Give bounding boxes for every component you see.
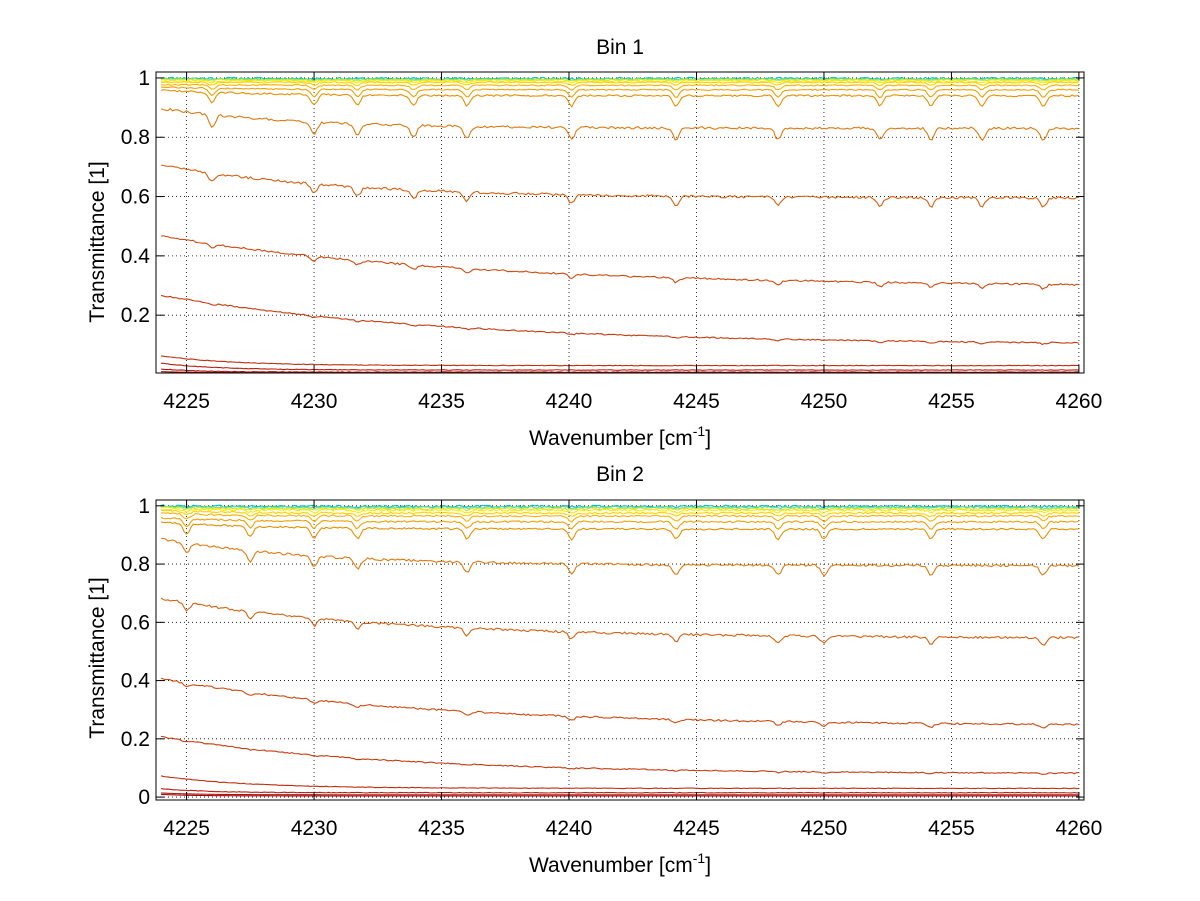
x-tick-label: 4235 (418, 390, 465, 413)
x-axis-label: Wavenumber [cm-1] (529, 423, 711, 450)
series-line-12 (160, 294, 1080, 346)
series-line-11 (160, 677, 1080, 729)
series-line-2 (160, 505, 1080, 510)
x-tick-label: 4230 (291, 390, 338, 413)
y-axis-label: Transmittance [1] (86, 161, 109, 322)
series-line-7 (161, 86, 1080, 99)
series-line-13 (161, 355, 1079, 367)
y-tick-label: 0.6 (121, 611, 150, 634)
y-tick-label: 0.8 (121, 553, 150, 576)
x-tick-label: 4235 (418, 817, 465, 840)
series-line-3 (161, 506, 1080, 512)
series-line-4 (160, 507, 1079, 514)
plot-frame (155, 71, 1085, 374)
plot-frame (155, 499, 1085, 801)
chart-title: Bin 1 (596, 36, 644, 59)
x-tick-label: 4230 (291, 817, 338, 840)
series-line-8 (160, 521, 1079, 541)
y-axis-label: Transmittance [1] (86, 577, 109, 738)
series-line-9 (160, 107, 1080, 142)
grid (156, 500, 1084, 800)
series-line-6 (161, 512, 1079, 523)
series-line-8 (160, 89, 1079, 108)
series-line-5 (160, 509, 1080, 518)
series-group (160, 76, 1080, 374)
x-tick-label: 4250 (801, 817, 848, 840)
x-axis-label-end: ] (705, 427, 711, 450)
x-tick-label: 4260 (1056, 390, 1103, 413)
series-line-9 (161, 537, 1080, 577)
x-tick-label: 4240 (546, 390, 593, 413)
y-tick-label: 1 (138, 67, 150, 90)
chart-bin-2: Bin 2 Transmittance [1] Wavenumber [cm-1… (86, 463, 1102, 877)
series-line-3 (160, 78, 1080, 83)
x-tick-label: 4260 (1056, 817, 1103, 840)
chart-bin-1: Bin 1 Transmittance [1] Wavenumber [cm-1… (86, 36, 1102, 450)
x-ticks: 4225 4230 4235 4240 4245 4250 4255 4260 (163, 72, 1102, 413)
series-line-12 (161, 735, 1079, 775)
series-line-13 (160, 775, 1079, 790)
grid (156, 72, 1084, 373)
y-tick-label: 1 (138, 495, 150, 518)
x-axis-label: Wavenumber [cm-1] (529, 850, 711, 877)
chart-title: Bin 2 (596, 463, 644, 486)
series-line-10 (161, 164, 1080, 208)
x-axis-label-exponent: -1 (693, 423, 706, 439)
x-tick-label: 4255 (928, 817, 975, 840)
x-axis-label-text: Wavenumber [cm (529, 427, 693, 450)
y-ticks: 0.2 0.4 0.6 0.8 1 (121, 67, 1084, 327)
y-tick-label: 0.6 (121, 186, 150, 209)
y-tick-label: 0.2 (121, 728, 150, 751)
x-axis-label-end: ] (705, 854, 711, 877)
y-ticks: 0 0.2 0.4 0.6 0.8 1 (121, 495, 1084, 809)
x-tick-label: 4225 (163, 817, 210, 840)
x-tick-label: 4255 (928, 390, 975, 413)
y-tick-label: 0.2 (121, 304, 150, 327)
y-tick-label: 0.8 (121, 126, 150, 149)
series-line-4 (161, 79, 1079, 84)
x-ticks: 4225 4230 4235 4240 4245 4250 4255 4260 (163, 500, 1102, 840)
series-line-14 (161, 788, 1079, 794)
x-tick-label: 4240 (546, 817, 593, 840)
x-tick-label: 4250 (801, 390, 848, 413)
y-tick-label: 0.4 (121, 245, 151, 268)
series-line-11 (161, 235, 1080, 290)
y-tick-label: 0 (138, 786, 150, 809)
series-line-10 (160, 597, 1079, 646)
series-line-6 (161, 83, 1079, 91)
x-axis-label-text: Wavenumber [cm (529, 854, 693, 877)
x-tick-label: 4245 (673, 817, 720, 840)
x-tick-label: 4225 (163, 390, 210, 413)
x-axis-label-exponent: -1 (693, 850, 706, 866)
series-line-7 (160, 516, 1080, 530)
x-tick-label: 4245 (673, 390, 720, 413)
series-group (160, 504, 1080, 797)
series-line-5 (160, 81, 1080, 87)
y-tick-label: 0.4 (121, 670, 151, 693)
